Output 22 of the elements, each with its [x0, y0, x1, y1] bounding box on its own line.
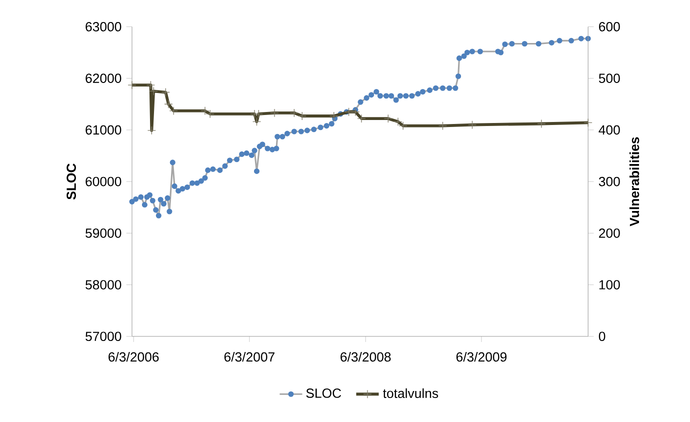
y-axis-title: SLOC — [66, 163, 76, 200]
y2-tick-label: 200 — [599, 228, 620, 238]
y2-tick-label: 600 — [599, 22, 620, 32]
legend-label: SLOC — [306, 388, 342, 398]
y2-tick-label: 100 — [599, 280, 620, 290]
x-tick-label: 6/3/2007 — [224, 352, 274, 362]
x-tick-label: 6/3/2006 — [108, 352, 159, 362]
y-tick-label: 57000 — [86, 331, 122, 341]
y2-tick-label: 0 — [598, 331, 606, 341]
y2-axis-title: Vulnerabilities — [629, 137, 640, 226]
x-tick-label: 6/3/2008 — [340, 352, 391, 362]
y-tick-label: 61000 — [86, 125, 122, 134]
legend-label: totalvulns — [383, 388, 438, 398]
y-tick-label: 60000 — [86, 176, 122, 186]
y-tick-label: 59000 — [86, 228, 122, 238]
y2-tick-label: 500 — [598, 73, 620, 83]
y-tick-label: 58000 — [86, 280, 122, 290]
y2-tick-label: 300 — [598, 176, 620, 186]
y-tick-label: 63000 — [86, 22, 122, 32]
x-tick-label: 6/3/2009 — [456, 352, 507, 362]
y2-tick-label: 400 — [598, 125, 620, 134]
y-tick-label: 62000 — [86, 73, 122, 83]
